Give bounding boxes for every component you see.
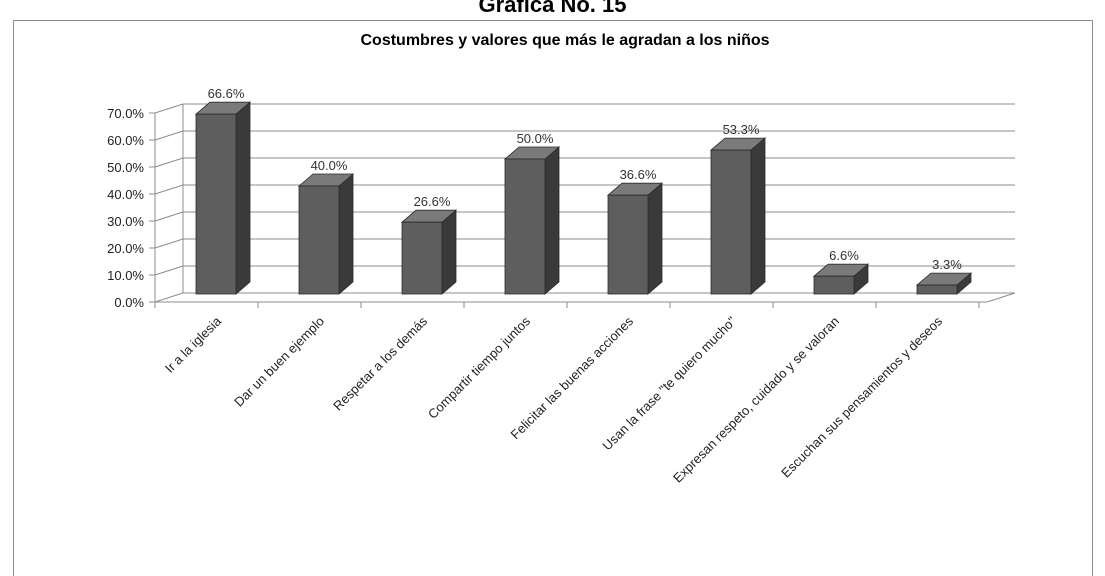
bar-side xyxy=(441,209,457,295)
bar-side xyxy=(544,146,560,295)
y-tick-label: 50.0% xyxy=(107,160,144,175)
bar-side xyxy=(338,173,354,295)
data-label: 50.0% xyxy=(517,131,554,146)
gridline-side xyxy=(154,238,184,249)
x-tick-label: Dar un buen ejemplo xyxy=(231,314,327,410)
bar xyxy=(710,149,752,295)
y-tick-label: 0.0% xyxy=(114,295,144,310)
x-tick-label: Expresan respeto, cuidado y se valoran xyxy=(670,314,842,486)
x-tick-label: Escuchan sus pensamientos y deseos xyxy=(778,313,945,480)
data-label: 26.6% xyxy=(414,194,451,209)
y-tick-label: 40.0% xyxy=(107,187,144,202)
x-tick-label: Ir a la iglesia xyxy=(162,313,225,376)
y-tick-label: 70.0% xyxy=(107,106,144,121)
gridline-side xyxy=(154,265,184,276)
bar-side xyxy=(235,101,251,295)
y-tick-label: 30.0% xyxy=(107,214,144,229)
gridline-side xyxy=(154,103,184,114)
page-title: Gráfica No. 15 xyxy=(478,0,627,17)
gridline-side xyxy=(154,211,184,222)
y-tick-label: 10.0% xyxy=(107,268,144,283)
gridline-side xyxy=(154,130,184,141)
bar xyxy=(504,158,546,295)
gridline-side xyxy=(154,157,184,168)
data-label: 53.3% xyxy=(723,122,760,137)
y-tick-label: 60.0% xyxy=(107,133,144,148)
x-tick-label: Compartir tiempo juntos xyxy=(425,313,534,422)
chart-title: Costumbres y valores que más le agradan … xyxy=(360,32,770,49)
bar-side xyxy=(647,182,663,295)
bar xyxy=(401,221,443,295)
chart-frame xyxy=(13,20,1093,576)
data-label: 36.6% xyxy=(620,167,657,182)
bar xyxy=(195,113,237,295)
bar xyxy=(813,275,855,295)
bar xyxy=(298,185,340,295)
y-tick-label: 20.0% xyxy=(107,241,144,256)
gridline-side xyxy=(154,292,184,303)
data-label: 40.0% xyxy=(311,158,348,173)
gridline-side xyxy=(154,184,184,195)
x-tick-label: Respetar a los demás xyxy=(330,313,430,413)
bar xyxy=(916,284,958,295)
data-label: 66.6% xyxy=(208,86,245,101)
x-tick-label: Felicitar las buenas acciones xyxy=(507,313,636,442)
bar xyxy=(607,194,649,295)
floor-right-edge xyxy=(986,292,1016,303)
data-label: 3.3% xyxy=(932,257,962,272)
data-label: 6.6% xyxy=(829,248,859,263)
bar-side xyxy=(750,137,766,295)
